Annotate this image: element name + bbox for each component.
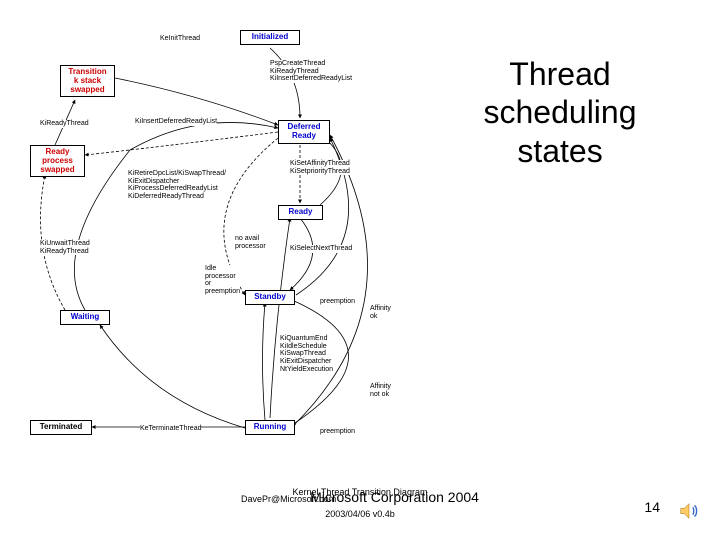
node-waiting: Waiting (60, 310, 110, 325)
edge-7 (290, 218, 313, 290)
label-keinit: KeInitThread (160, 35, 200, 43)
label-preemption2: preemption (320, 428, 355, 436)
node-initialized: Initialized (240, 30, 300, 45)
label-kisetaffinity: KiSetAffinityThreadKiSetpriorityThread (290, 160, 350, 175)
node-transition: Transitionk stackswapped (60, 65, 115, 97)
label-kiquantum: KiQuantumEndKiIdleScheduleKiSwapThreadKi… (280, 335, 333, 373)
node-ready: Ready (278, 205, 323, 220)
page-title: Thread scheduling states (440, 55, 680, 170)
node-terminated: Terminated (30, 420, 92, 435)
edge-3 (85, 132, 278, 155)
edge-15 (100, 325, 245, 428)
node-standby: Standby (245, 290, 295, 305)
label-kiselect: KiSelectNextThread (290, 245, 352, 253)
label-kireadythr: KiReadyThread (40, 120, 89, 128)
label-pspcreate: PspCreateThreadKiReadyThreadKiInsertDefe… (270, 60, 352, 83)
node-running: Running (245, 420, 295, 435)
footer: Kernel Thread Transition Diagram DavePr@… (0, 488, 720, 520)
speaker-icon[interactable] (678, 500, 700, 522)
footer-line3: 2003/04/06 v0.4b (0, 510, 720, 520)
edge-14 (270, 218, 290, 418)
edge-9 (74, 122, 278, 310)
node-deferred_ready: DeferredReady (278, 120, 330, 144)
edge-13 (294, 135, 368, 425)
label-idle: Idleprocessororpreemption (205, 265, 240, 296)
label-affinitynotok: Affinitynot ok (370, 383, 391, 398)
footer-main: Microsoft Corporation 2004 (310, 489, 479, 505)
page-number: 14 (644, 499, 660, 515)
label-kiinsertdef: KiInsertDeferredReadyList (135, 118, 217, 126)
edge-12 (263, 303, 266, 420)
label-kiretire: KiRetireDpcList/KiSwapThread/KiExitDispa… (128, 170, 226, 201)
node-ready_swapped: Readyprocessswapped (30, 145, 85, 177)
label-affinityok: Affinityok (370, 305, 391, 320)
diagram-area: Initialized Transitionk stackswapped Defer… (0, 0, 440, 500)
label-kiunwait: KiUnwaitThreadKiReadyThread (40, 240, 90, 255)
label-noavail: no availprocessor (235, 235, 266, 250)
label-preemption: preemption (320, 298, 355, 306)
label-keterminate: KeTerminateThread (140, 425, 201, 433)
